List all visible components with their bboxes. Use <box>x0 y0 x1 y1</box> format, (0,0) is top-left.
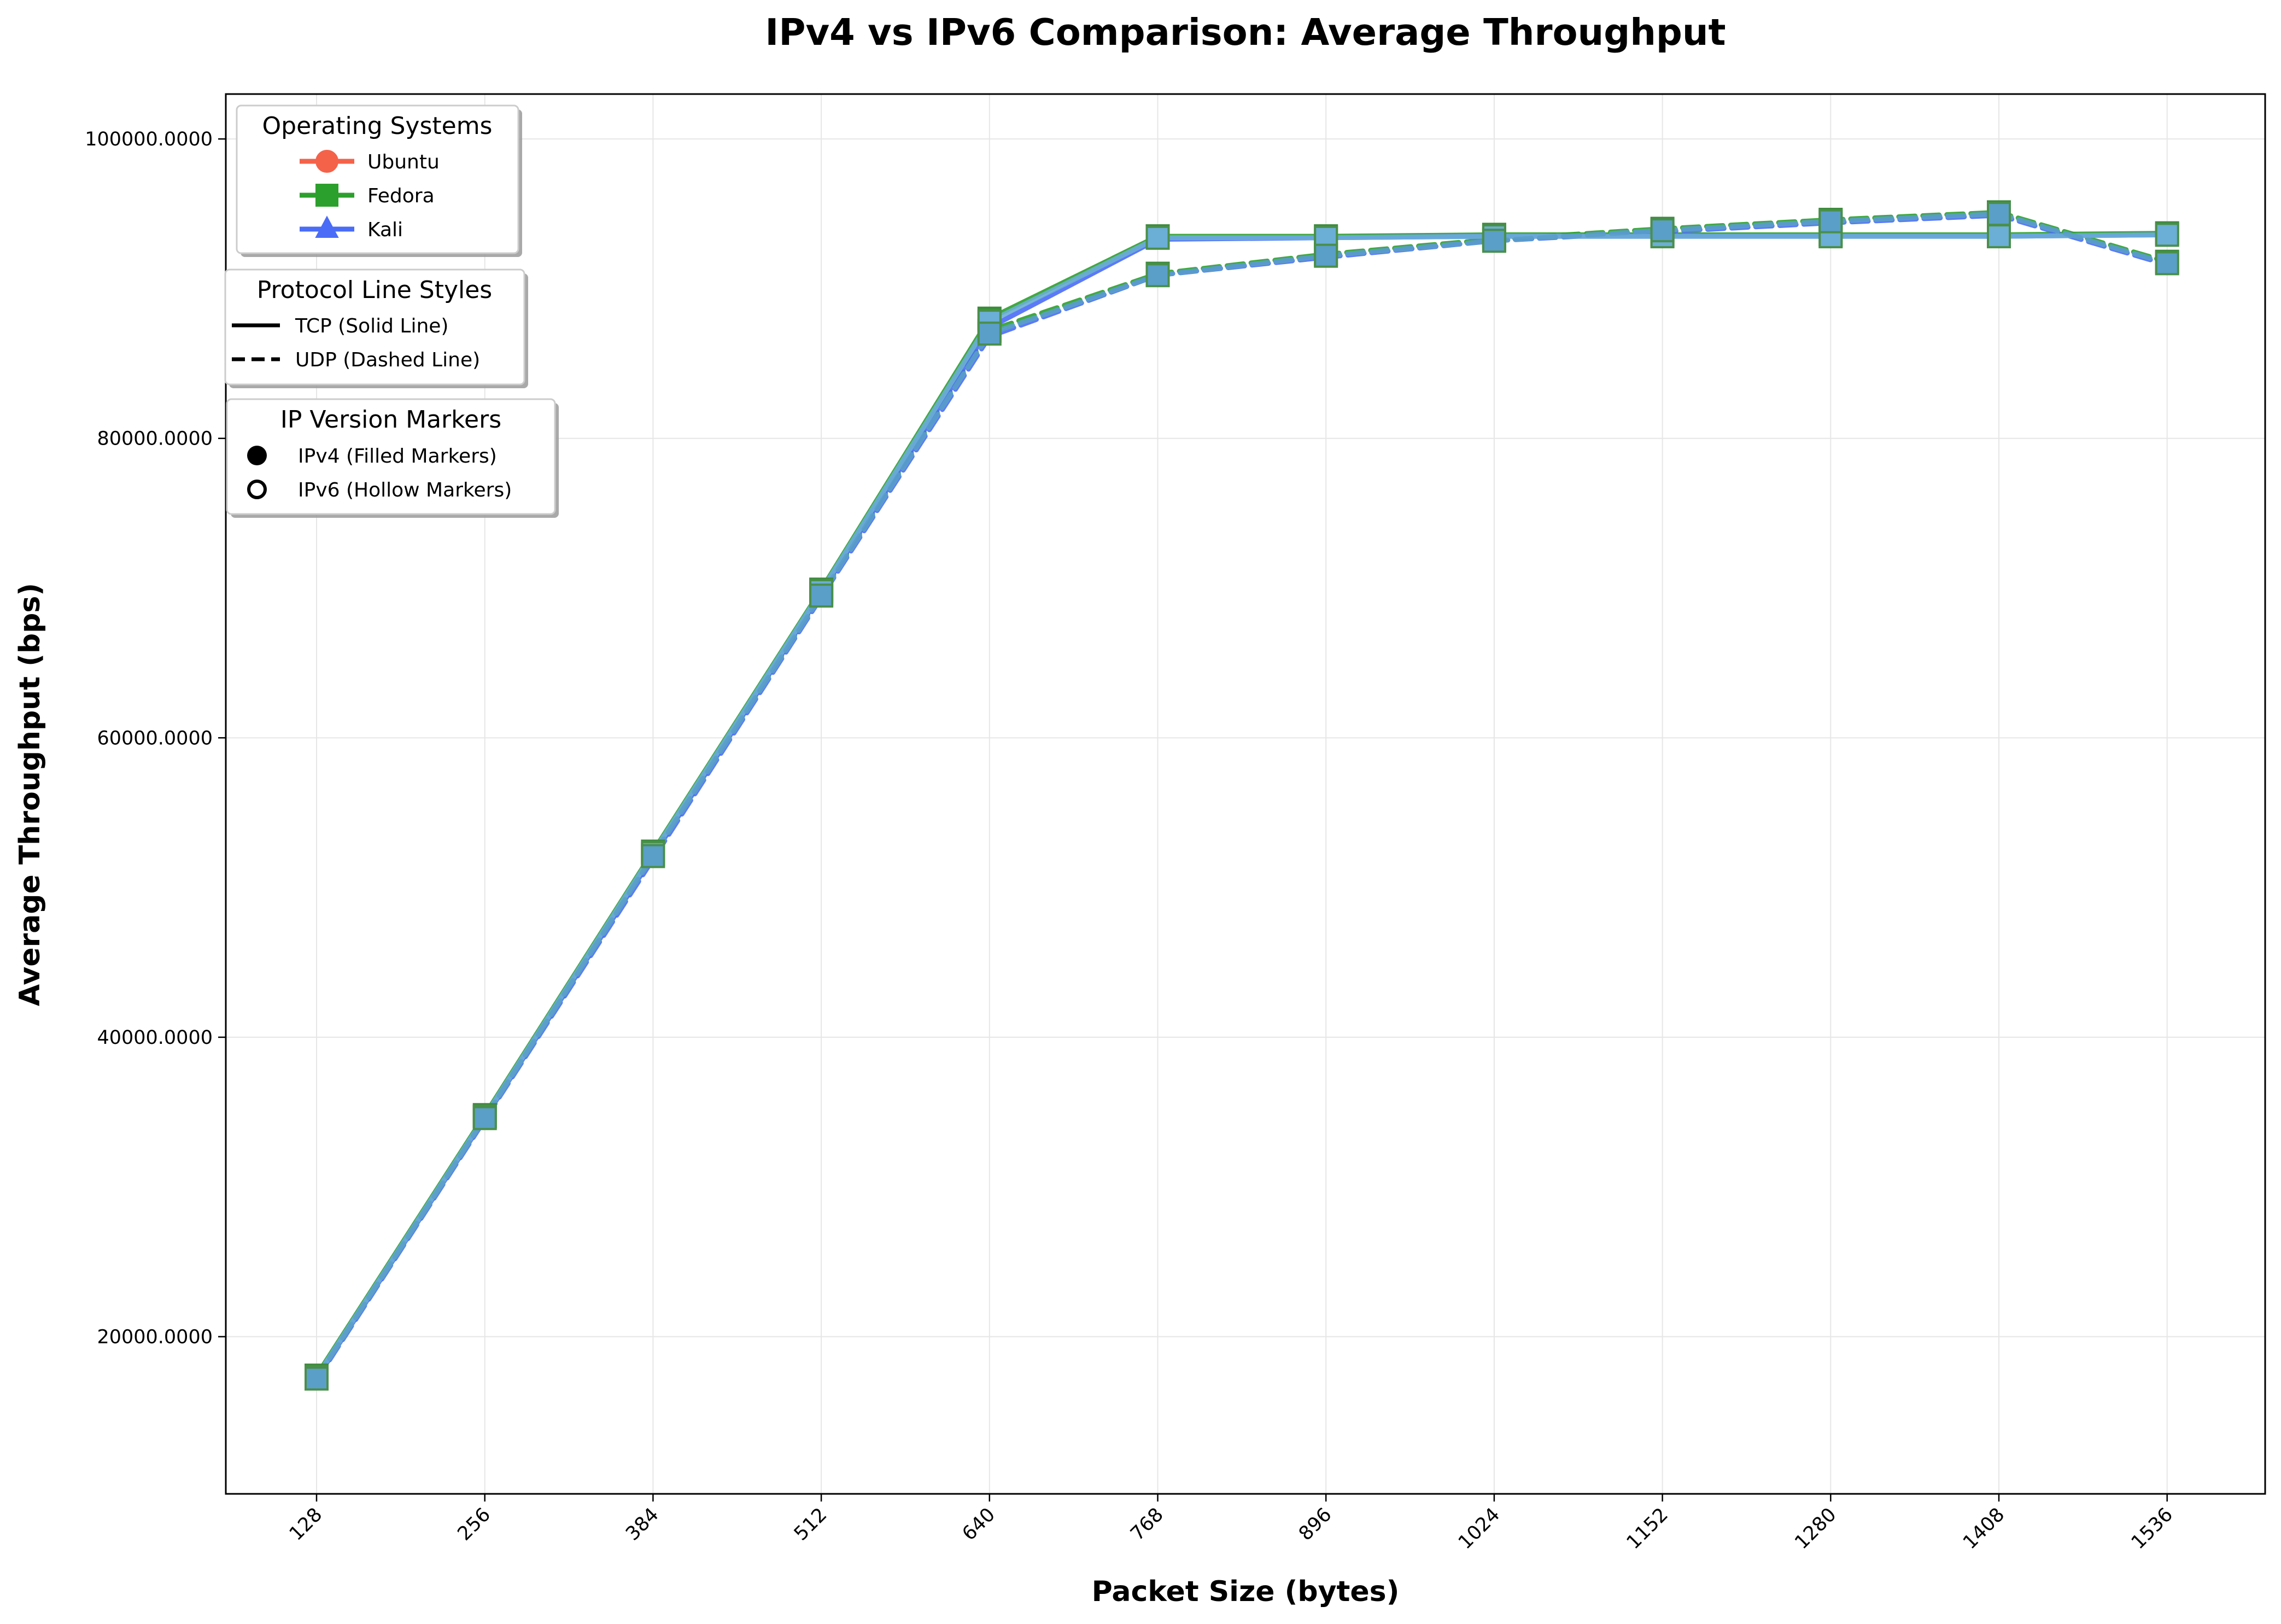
x-tick-label: 1152 <box>1623 1504 1672 1553</box>
data-point-ubuntu-udp <box>1145 263 1170 288</box>
series-layer <box>305 200 2179 1391</box>
series-line-fedora-tcp <box>314 231 2170 1378</box>
series-line-fedora-udp <box>314 209 2170 1380</box>
series-line-kali-udp <box>314 213 2170 1383</box>
legend-protocol-frame <box>224 268 525 385</box>
x-tick-label: 512 <box>790 1504 832 1545</box>
grid <box>226 94 2265 1494</box>
legend-ip-frame <box>226 398 556 515</box>
series-line-ubuntu-tcp <box>314 232 2170 1380</box>
x-axis-label: Packet Size (bytes) <box>1092 1575 1400 1608</box>
x-tick-label: 1280 <box>1791 1504 1840 1553</box>
plot-frame <box>225 93 2266 1495</box>
chart-title: IPv4 vs IPv6 Comparison: Average Through… <box>765 11 1726 54</box>
data-point-ubuntu-udp <box>1987 202 2011 226</box>
legend-protocol-label: UDP (Dashed Line) <box>295 349 480 371</box>
legend-ip-label: IPv4 (Filled Markers) <box>298 445 497 468</box>
hollow-circle-icon <box>247 480 267 499</box>
triangle-icon <box>315 215 339 238</box>
x-tick-label: 1408 <box>1959 1504 2009 1553</box>
data-point-ubuntu-tcp <box>1145 225 1170 250</box>
x-tick-label: 640 <box>958 1504 1000 1545</box>
legend-os-frame <box>236 104 519 254</box>
x-tick-label: 768 <box>1126 1504 1168 1545</box>
data-point-ubuntu-udp <box>977 322 1002 346</box>
data-point-ubuntu-tcp <box>1987 224 2011 249</box>
legends: Operating Systems Ubuntu Fedora Kali Protoco… <box>224 104 559 518</box>
x-tick-label: 1024 <box>1454 1504 1504 1553</box>
x-axis: 128 256 384 512 640 768 896 1024 1152 1280 1408 153… <box>285 1494 2177 1553</box>
data-point-ubuntu-tcp <box>2155 223 2179 247</box>
y-tick-label: 100000.0000 <box>85 128 213 150</box>
series-line-kali-tcp <box>314 232 2170 1381</box>
y-tick-label: 20000.0000 <box>97 1327 213 1348</box>
data-point-ubuntu-udp <box>472 1106 497 1130</box>
data-point-ubuntu-udp <box>2155 251 2179 276</box>
y-axis: 20000.0000 40000.0000 60000.0000 80000.0000… <box>85 128 226 1348</box>
legend-os-title: Operating Systems <box>262 112 493 140</box>
y-axis-label: Average Throughput (bps) <box>14 583 46 1006</box>
legend-os-label: Ubuntu <box>367 151 440 173</box>
y-tick-label: 60000.0000 <box>97 727 213 749</box>
data-point-ubuntu-udp <box>305 1366 329 1391</box>
x-tick-label: 384 <box>622 1504 663 1545</box>
legend-os-label: Fedora <box>367 185 435 207</box>
circle-icon <box>315 150 338 173</box>
data-point-ubuntu-udp <box>1650 218 1675 243</box>
legend-os-label: Kali <box>367 219 403 241</box>
legend-ip-title: IP Version Markers <box>280 406 501 434</box>
data-point-ubuntu-udp <box>1314 243 1338 268</box>
x-tick-label: 896 <box>1295 1504 1336 1545</box>
x-tick-label: 256 <box>454 1504 495 1545</box>
data-point-ubuntu-udp <box>1818 209 1843 233</box>
x-tick-label: 1536 <box>2127 1504 2177 1553</box>
legend-protocol-label: TCP (Solid Line) <box>295 315 448 337</box>
legend-ip-label: IPv6 (Hollow Markers) <box>298 479 512 501</box>
data-point-ubuntu-udp <box>1482 229 1506 253</box>
series-line-ubuntu-udp <box>314 211 2170 1381</box>
x-tick-label: 128 <box>285 1504 327 1545</box>
y-tick-label: 40000.0000 <box>97 1027 213 1049</box>
data-point-ubuntu-udp <box>641 844 665 868</box>
filled-circle-icon <box>247 446 267 465</box>
y-tick-label: 80000.0000 <box>97 428 213 450</box>
data-point-ubuntu-udp <box>809 583 834 608</box>
legend-protocol-title: Protocol Line Styles <box>257 276 492 304</box>
square-icon <box>315 184 338 207</box>
